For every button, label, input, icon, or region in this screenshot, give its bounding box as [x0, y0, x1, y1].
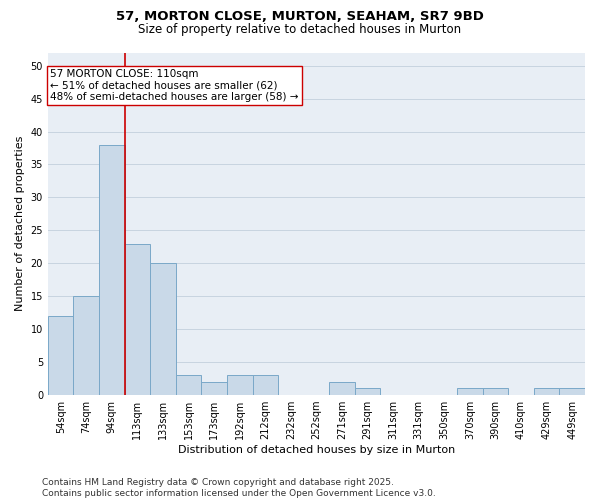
- Bar: [150, 264, 176, 395]
- Text: 57, MORTON CLOSE, MURTON, SEAHAM, SR7 9BD: 57, MORTON CLOSE, MURTON, SEAHAM, SR7 9B…: [116, 10, 484, 23]
- Bar: [482, 388, 508, 395]
- Text: Size of property relative to detached houses in Murton: Size of property relative to detached ho…: [139, 22, 461, 36]
- Text: Contains HM Land Registry data © Crown copyright and database right 2025.
Contai: Contains HM Land Registry data © Crown c…: [42, 478, 436, 498]
- Bar: [534, 388, 559, 395]
- Bar: [329, 382, 355, 395]
- Bar: [227, 376, 253, 395]
- Bar: [253, 376, 278, 395]
- Text: 57 MORTON CLOSE: 110sqm
← 51% of detached houses are smaller (62)
48% of semi-de: 57 MORTON CLOSE: 110sqm ← 51% of detache…: [50, 69, 299, 102]
- Bar: [355, 388, 380, 395]
- Bar: [202, 382, 227, 395]
- Bar: [176, 376, 202, 395]
- X-axis label: Distribution of detached houses by size in Murton: Distribution of detached houses by size …: [178, 445, 455, 455]
- Y-axis label: Number of detached properties: Number of detached properties: [15, 136, 25, 312]
- Bar: [73, 296, 99, 395]
- Bar: [125, 244, 150, 395]
- Bar: [48, 316, 73, 395]
- Bar: [559, 388, 585, 395]
- Bar: [457, 388, 482, 395]
- Bar: [99, 144, 125, 395]
